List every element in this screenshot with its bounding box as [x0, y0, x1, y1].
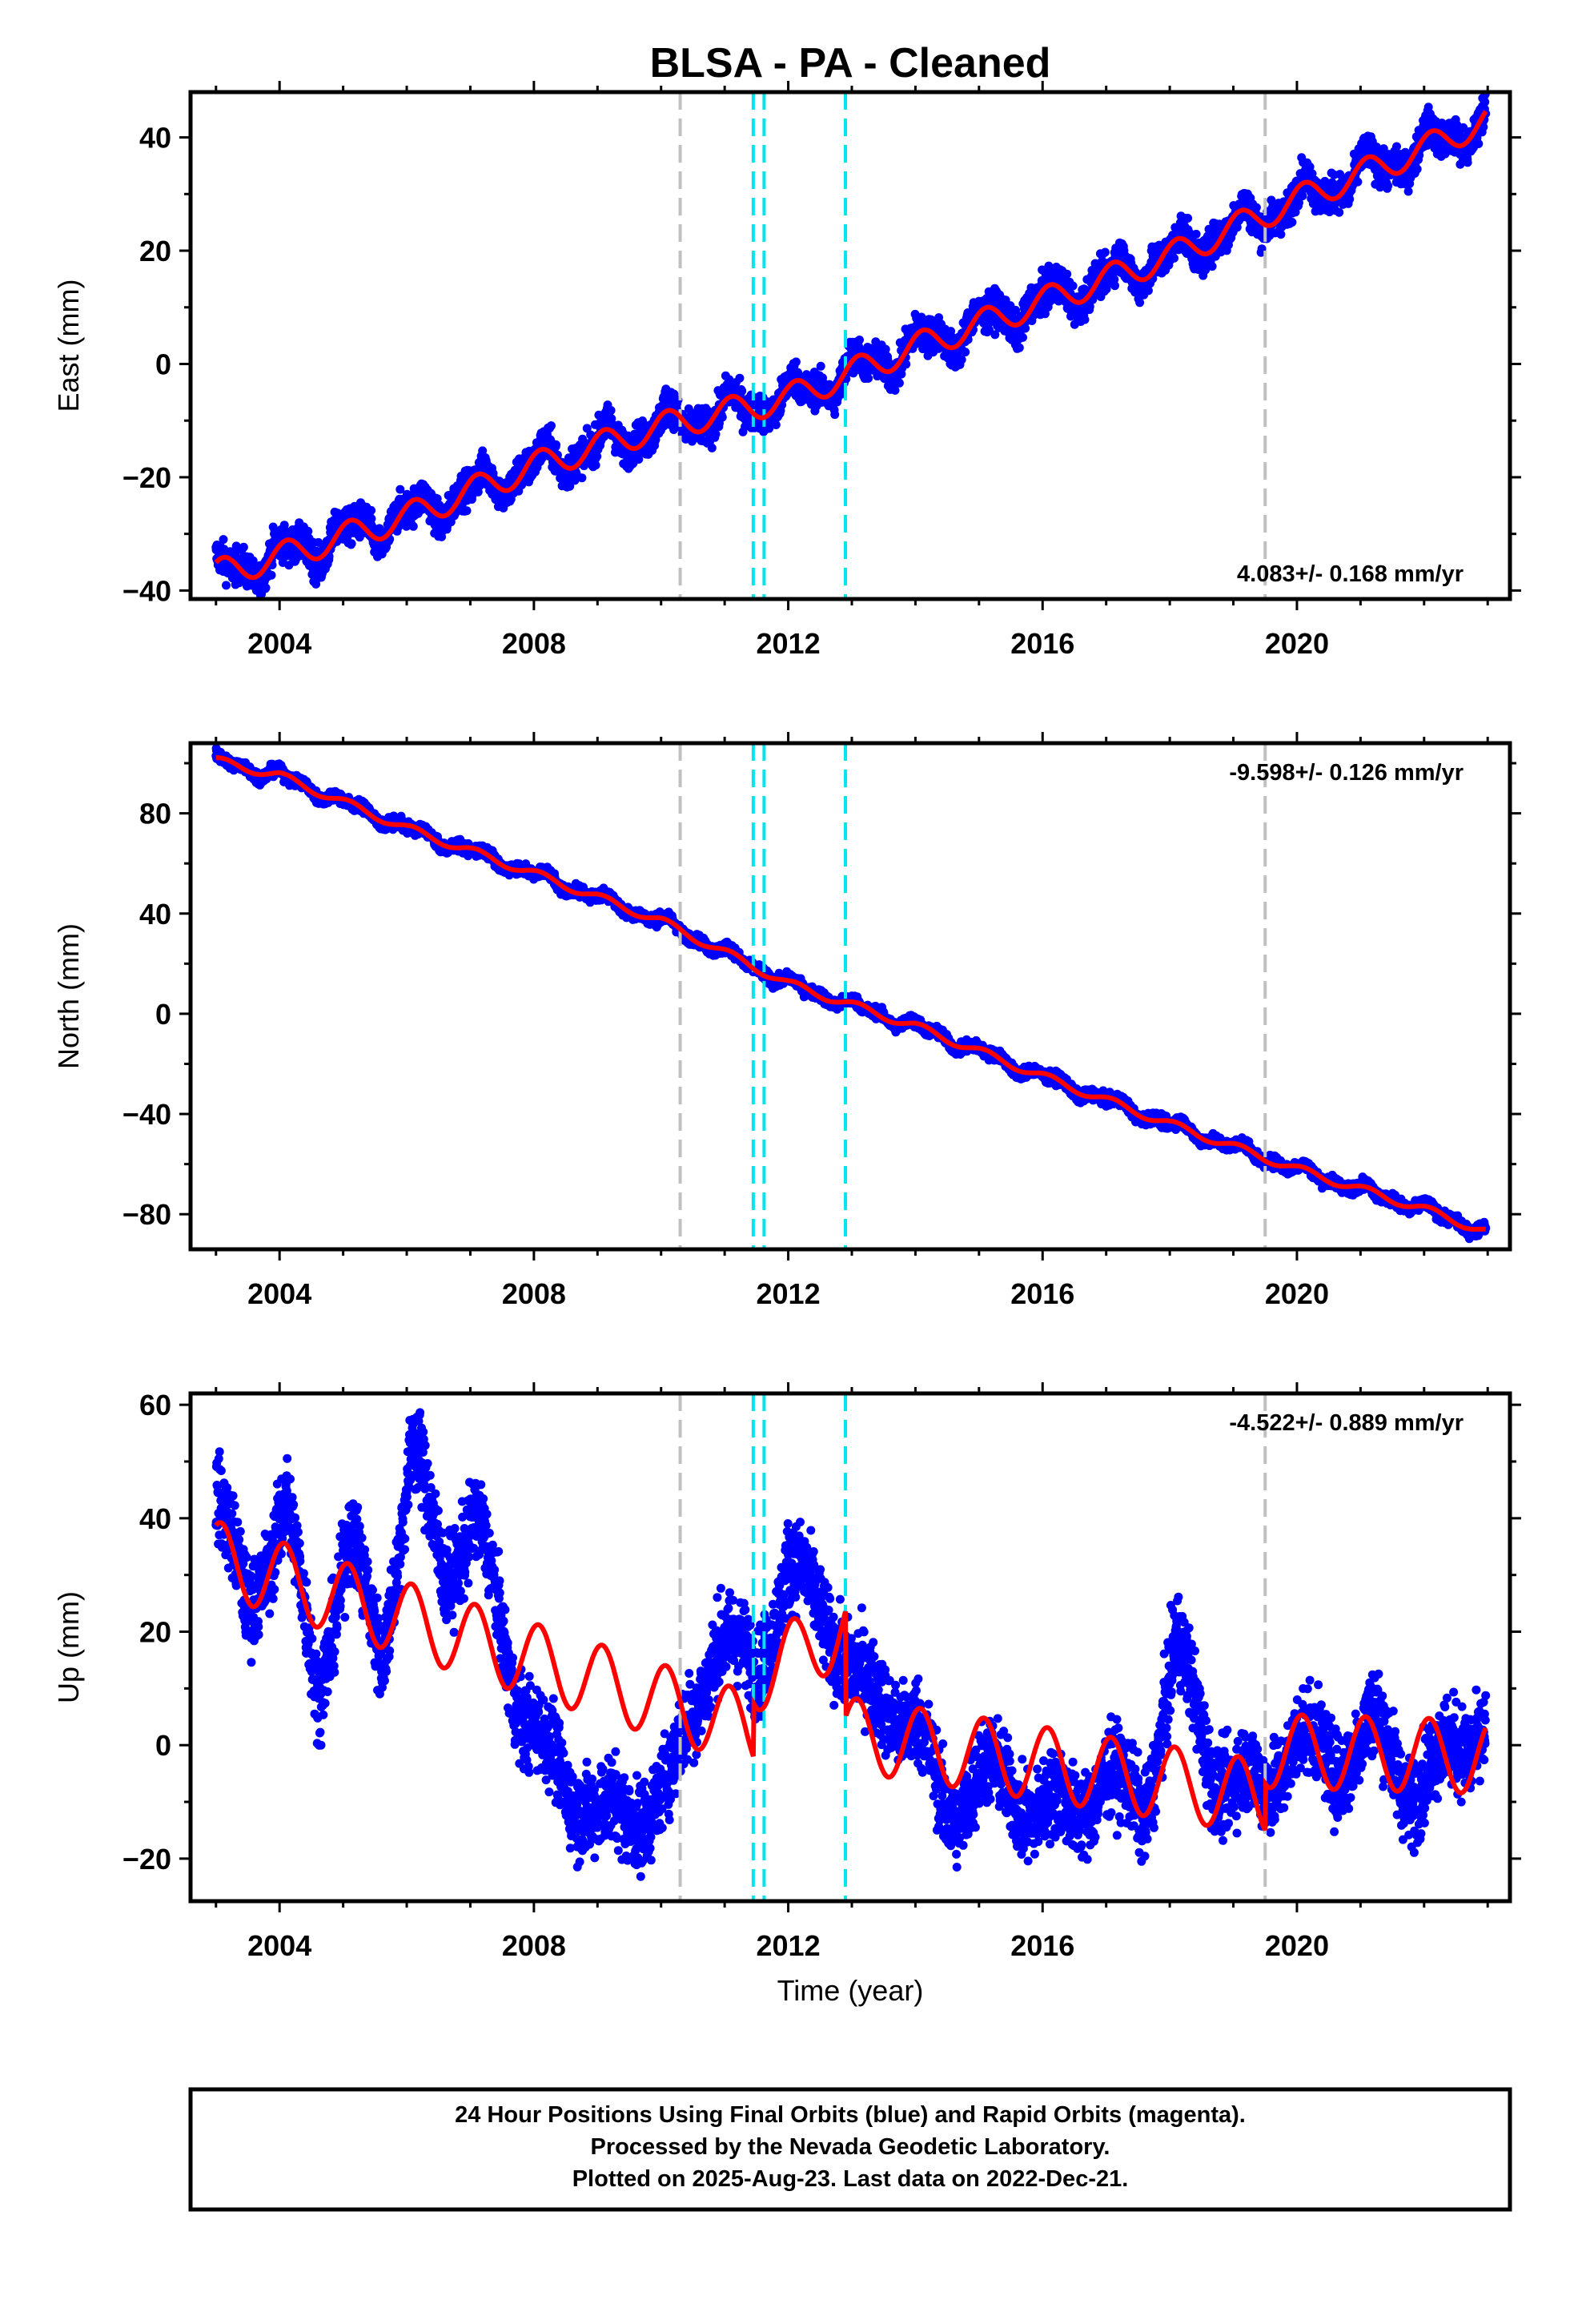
data-point: [1251, 203, 1261, 212]
data-point: [735, 373, 745, 383]
data-point: [606, 406, 616, 415]
data-point: [957, 355, 966, 364]
data-point: [1480, 97, 1490, 107]
data-point: [830, 410, 840, 420]
data-point: [303, 526, 313, 536]
data-point: [1403, 187, 1413, 196]
data-point: [1183, 214, 1193, 223]
data-point: [855, 336, 864, 344]
data-point: [961, 348, 970, 357]
data-point: [347, 539, 356, 549]
data-point: [1143, 286, 1153, 296]
data-point: [462, 506, 472, 516]
data-point: [367, 514, 376, 524]
data-point: [552, 440, 560, 449]
data-point: [1014, 343, 1024, 352]
data-point: [1068, 281, 1078, 291]
data-point: [737, 386, 747, 396]
data-point: [1018, 332, 1027, 342]
data-point: [1062, 269, 1072, 279]
data-point: [222, 581, 231, 590]
data-point: [279, 521, 289, 530]
data-point: [707, 443, 717, 452]
data-point: [1353, 177, 1363, 187]
data-point: [771, 420, 781, 429]
data-point: [1412, 164, 1422, 174]
data-point: [816, 361, 825, 371]
data-point: [881, 344, 890, 354]
data-point: [408, 521, 418, 531]
data-point: [591, 460, 600, 470]
data-point: [1100, 247, 1110, 257]
data-point: [791, 357, 801, 367]
figure-title: BLSA - PA - Cleaned: [650, 40, 1051, 86]
data-point: [711, 429, 721, 439]
data-point: [1191, 229, 1201, 239]
data-point: [396, 485, 405, 494]
data-point: [1080, 315, 1090, 324]
data-point: [1392, 142, 1401, 151]
data-point: [435, 501, 444, 510]
data-point: [267, 570, 276, 580]
data-point: [1335, 207, 1344, 217]
data-point: [1135, 298, 1145, 308]
data-point: [367, 505, 376, 515]
data-point: [577, 473, 587, 483]
data-point: [864, 373, 873, 383]
data-point: [219, 535, 228, 545]
daily-positions: [211, 92, 1491, 599]
data-point: [1170, 253, 1178, 263]
data-point: [1207, 262, 1217, 271]
data-point: [1383, 181, 1393, 191]
data-point: [894, 378, 904, 388]
data-point: [717, 412, 727, 422]
data-point: [547, 421, 556, 431]
data-point: [1463, 158, 1472, 167]
data-point: [1110, 281, 1119, 291]
data-point: [1474, 139, 1484, 148]
data-point: [1287, 218, 1297, 227]
data-point: [261, 583, 271, 593]
data-point: [239, 542, 248, 552]
